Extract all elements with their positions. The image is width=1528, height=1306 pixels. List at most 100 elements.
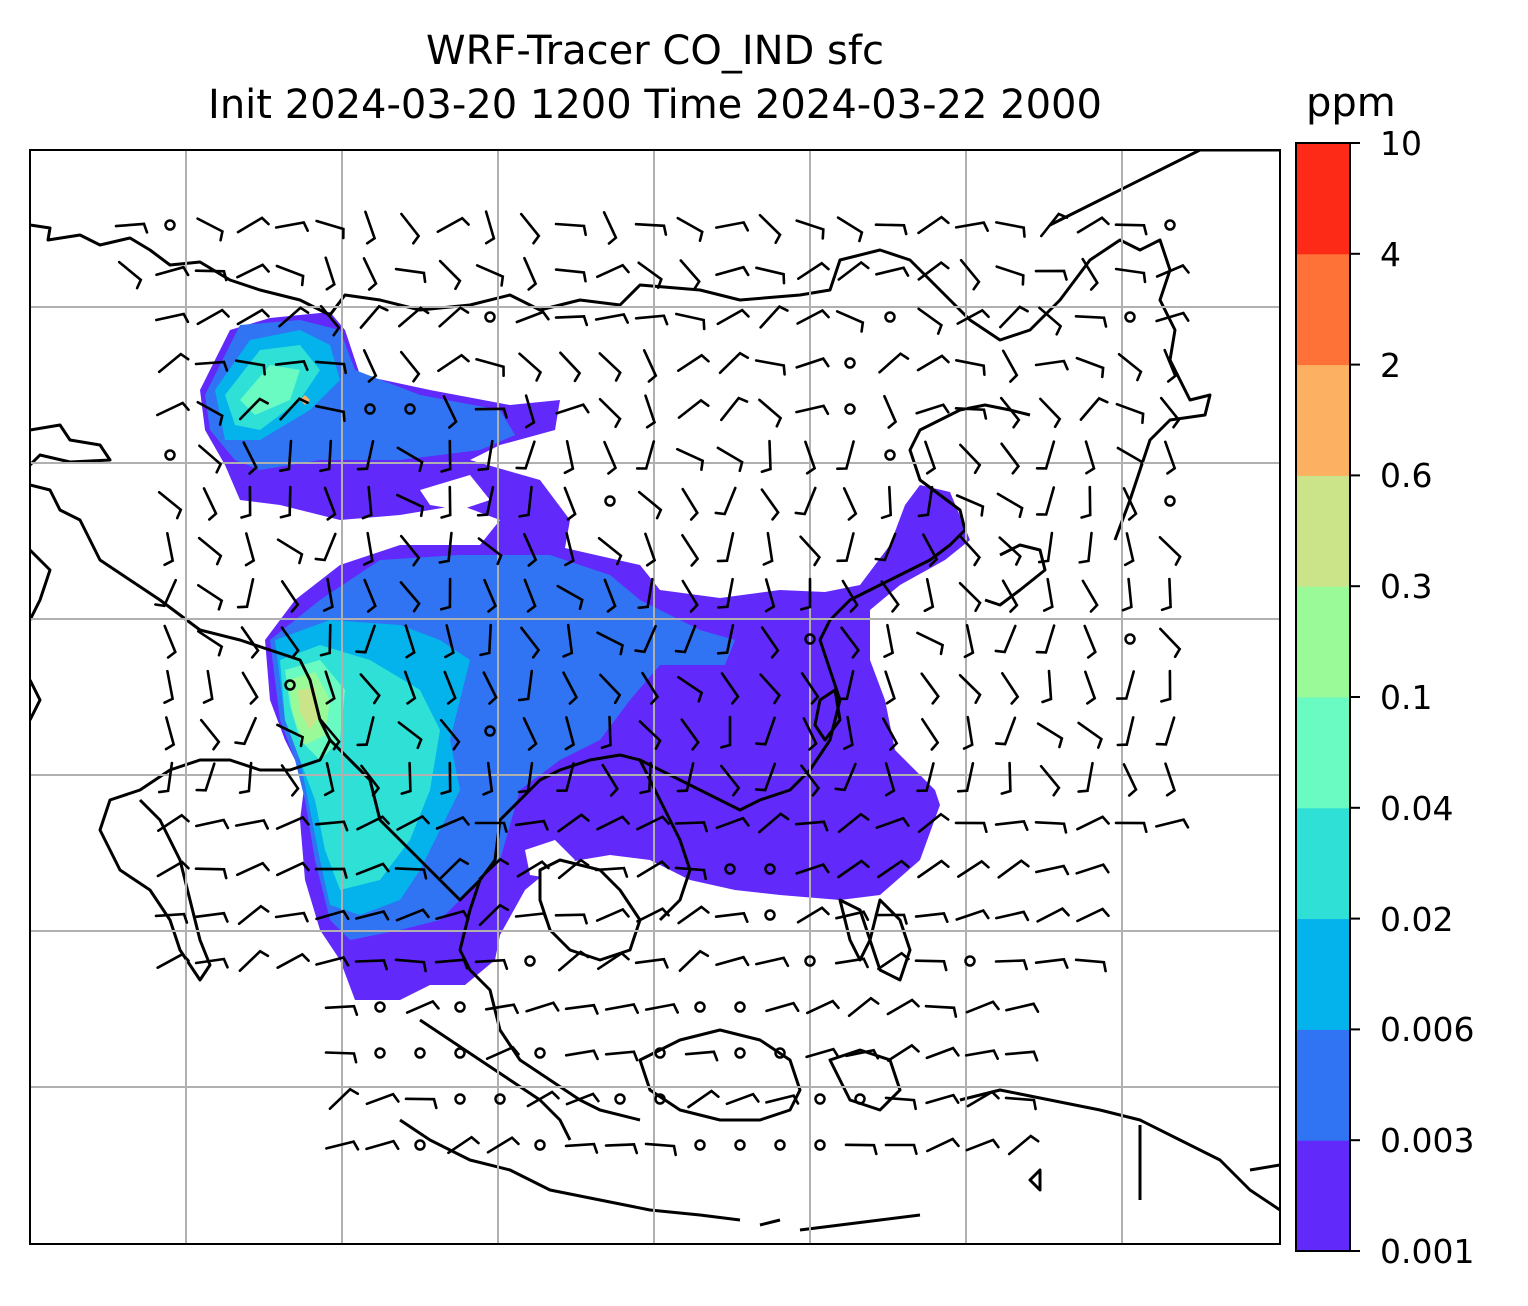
wind-barb	[994, 959, 1028, 971]
calm-wind-marker	[884, 449, 896, 461]
wind-barb	[957, 859, 990, 878]
wind-barb	[315, 955, 350, 967]
colorbar-segment	[1296, 364, 1350, 476]
wind-barb	[557, 813, 590, 833]
wind-barb	[915, 403, 950, 415]
colorbar-tick-label: 0.6	[1380, 456, 1433, 496]
wind-barb	[596, 631, 624, 656]
wind-barb	[1000, 761, 1012, 795]
wind-barb	[755, 716, 776, 746]
wind-barb	[795, 863, 830, 875]
wind-barb	[314, 532, 337, 562]
wind-barb	[557, 858, 590, 880]
wind-barb	[274, 221, 309, 232]
calm-wind-marker	[494, 1093, 506, 1105]
wind-barb	[676, 216, 704, 242]
wind-barb	[674, 624, 697, 654]
wind-barb	[917, 485, 934, 518]
wind-barb	[835, 910, 870, 921]
calm-wind-marker	[454, 1047, 466, 1059]
wind-barb	[1076, 815, 1110, 831]
wind-barb	[681, 534, 700, 567]
wind-barb	[680, 718, 700, 751]
wind-barb	[875, 816, 910, 829]
wind-barb	[476, 486, 495, 517]
wind-barb	[564, 1142, 599, 1154]
wind-barb	[1035, 624, 1056, 654]
wind-barb	[598, 397, 622, 428]
wind-barb	[196, 400, 224, 426]
wind-barb	[1080, 485, 1092, 519]
wind-barb	[716, 532, 735, 563]
wind-barb	[800, 577, 812, 611]
wind-barb	[995, 265, 1025, 286]
wind-barb	[644, 1002, 679, 1014]
wind-barb	[917, 215, 950, 235]
wind-barb	[522, 717, 538, 751]
wind-barb	[315, 219, 345, 240]
wind-barb	[874, 913, 908, 925]
calm-wind-marker	[1124, 633, 1136, 645]
wind-barb	[234, 716, 257, 746]
wind-barb	[714, 911, 749, 923]
wind-barb	[956, 308, 990, 325]
calm-wind-marker	[694, 1139, 706, 1151]
wind-barb	[356, 716, 375, 747]
wind-barb	[365, 1092, 400, 1106]
wind-barb	[965, 1000, 1000, 1014]
wind-barb	[554, 268, 587, 283]
wind-barb	[202, 669, 214, 704]
wind-barb	[765, 1001, 800, 1013]
wind-barb	[195, 762, 216, 792]
wind-barb	[765, 1094, 800, 1105]
wind-barb	[563, 440, 575, 475]
wind-barb	[324, 670, 336, 705]
wind-barb	[236, 263, 270, 279]
calm-wind-marker	[764, 863, 776, 875]
wind-barb	[676, 762, 695, 793]
wind-barb	[400, 761, 412, 795]
wind-barb	[323, 486, 337, 521]
wind-barb	[197, 536, 223, 566]
wind-barb	[883, 394, 898, 429]
wind-barb	[759, 304, 789, 329]
wind-barb	[884, 762, 896, 797]
wind-barb	[715, 220, 750, 232]
wind-barb	[474, 958, 509, 970]
wind-barb	[676, 447, 705, 471]
wind-barb	[1121, 577, 1133, 612]
wind-barb	[715, 955, 750, 967]
wind-barb	[280, 764, 300, 797]
wind-barb	[1035, 486, 1056, 516]
wind-barb	[797, 261, 830, 280]
wind-barb	[163, 669, 175, 704]
colorbar-segment	[1296, 1029, 1350, 1141]
wind-barb	[884, 1096, 917, 1111]
wind-barb	[595, 907, 630, 922]
wind-barb	[1041, 669, 1053, 704]
wind-barb	[886, 1043, 920, 1062]
wind-barb	[396, 446, 424, 473]
calm-wind-marker	[734, 1047, 746, 1059]
wind-barb	[361, 485, 373, 520]
wind-barb	[634, 222, 668, 236]
wind-barb	[998, 536, 1022, 566]
wind-barb	[596, 815, 630, 831]
calm-wind-marker	[814, 1139, 826, 1151]
wind-barb	[1155, 263, 1190, 278]
wind-barb	[796, 308, 830, 325]
wind-barb	[276, 723, 305, 748]
wind-barb	[758, 213, 782, 244]
wind-barb	[601, 763, 619, 797]
wind-barb	[482, 671, 498, 705]
wind-barb	[525, 1001, 560, 1013]
wind-barb	[562, 623, 574, 658]
wind-barb	[523, 256, 538, 291]
wind-barb	[518, 352, 543, 382]
wind-barb	[163, 532, 175, 567]
wind-barb	[835, 310, 865, 333]
wind-barb	[955, 908, 990, 921]
wind-barb	[594, 313, 629, 324]
wind-barb	[194, 957, 229, 969]
wind-barb	[796, 906, 830, 924]
